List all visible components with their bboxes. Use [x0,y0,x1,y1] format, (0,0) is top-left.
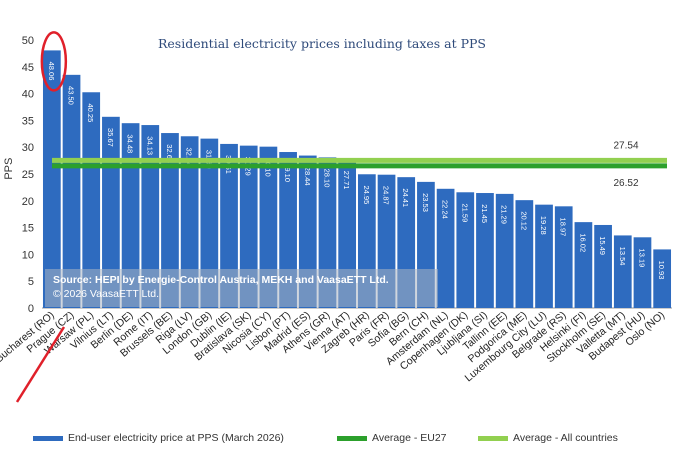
bar [220,143,238,308]
bar-value-label: 40.25 [86,103,95,122]
bar [82,92,101,308]
bar [42,50,61,308]
bar-value-label: 21.29 [500,205,509,224]
legend-swatch-eu27 [337,435,367,441]
bar-value-label: 16.02 [578,233,587,252]
bar-value-label: 24.87 [382,186,391,205]
bar [239,145,258,308]
legend-swatch-bars [33,435,63,441]
average-line-eu27 [52,163,667,169]
chart-title: Residential electricity prices including… [158,36,486,51]
y-tick-label: 15 [22,223,34,235]
y-tick-label: 40 [22,89,34,101]
bar [180,136,199,308]
legend: End-user electricity price at PPS (March… [0,432,700,448]
bar [633,237,652,308]
bar [62,74,81,308]
highlight-ellipse [40,31,68,92]
legend-label-eu27: Average - EU27 [372,432,447,444]
bar-value-label: 15.49 [598,236,607,255]
bar-value-label: 28.44 [303,167,312,186]
bar [554,206,573,308]
bar-value-label: 32.64 [165,144,174,163]
y-tick-label: 0 [28,303,34,315]
bar [436,188,455,308]
legend-item-all: Average - All countries [478,432,618,444]
copyright-line: © 2026 VaasaETT Ltd. [53,288,159,300]
y-tick-label: 30 [22,142,34,154]
bar-value-label: 34.13 [145,136,154,155]
average-label-eu27: 26.52 [613,178,638,189]
legend-swatch-all [478,435,508,441]
bar [200,138,219,308]
bar-value-label: 20.12 [519,211,528,230]
bar-value-label: 34.48 [126,134,135,153]
bar-value-label: 35.67 [106,128,115,147]
y-tick-label: 35 [22,115,34,127]
bar [121,123,140,309]
bar-value-label: 24.95 [362,185,371,204]
y-tick-label: 45 [22,62,34,74]
y-axis-label: PPS [3,158,15,180]
y-tick-label: 10 [22,249,34,261]
legend-label-bars: End-user electricity price at PPS (March… [68,432,284,444]
bar-value-label: 13.54 [618,247,627,266]
bar [535,204,553,308]
bar-value-label: 48.06 [47,62,56,81]
y-tick-label: 5 [28,276,34,288]
bar [594,224,612,308]
bar-value-label: 27.71 [342,171,351,190]
bar-value-label: 21.59 [460,203,469,222]
bar-value-label: 21.45 [480,204,489,223]
bar-value-label: 24.41 [401,188,410,207]
bar [515,200,534,308]
bar-value-label: 18.97 [559,218,568,237]
bar-value-label: 29.10 [283,163,292,182]
bar-value-label: 32.04 [185,147,194,166]
bar [141,125,160,308]
y-tick-label: 25 [22,169,34,181]
bar-value-label: 19.28 [539,216,548,235]
bar-value-label: 22.24 [441,200,450,219]
bar-value-label: 13.19 [637,249,646,268]
y-tick-label: 50 [22,35,34,47]
legend-item-bars: End-user electricity price at PPS (March… [33,432,284,444]
bar-value-label: 28.10 [322,169,331,188]
bar [574,222,593,308]
bar [161,133,179,308]
bar-value-label: 10.93 [657,261,666,280]
bar [613,235,632,308]
bar [476,193,494,308]
bar-value-label: 43.50 [67,86,76,105]
legend-label-all: Average - All countries [513,432,618,444]
y-tick-label: 20 [22,196,34,208]
bar [495,193,514,308]
source-box: Source: HEPI by Energie-Control Austria,… [45,269,438,307]
bar [259,146,278,308]
bar [653,249,672,308]
bar [456,192,475,308]
bar-value-label: 23.53 [421,193,430,212]
average-label-all-countries: 27.54 [613,140,638,151]
highlight-underline [15,326,66,403]
legend-item-eu27: Average - EU27 [337,432,447,444]
source-line: Source: HEPI by Energie-Control Austria,… [53,274,389,286]
average-line-all-countries [52,157,667,163]
